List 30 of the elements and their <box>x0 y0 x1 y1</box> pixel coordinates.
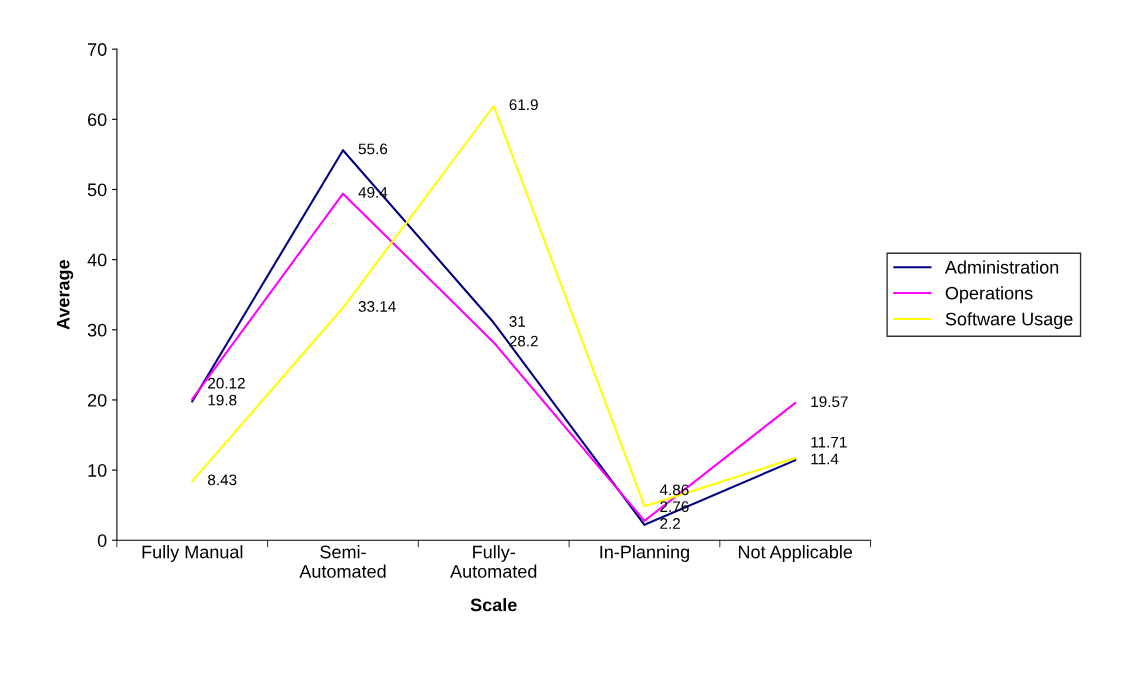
y-tick-label: 60 <box>88 113 107 127</box>
x-tick-label: In-Planning <box>600 545 689 562</box>
y-tick-label: 10 <box>88 464 107 477</box>
y-tick-label: 20 <box>88 393 107 407</box>
data-label: 11.4 <box>811 453 839 465</box>
data-label: 55.6 <box>358 143 388 155</box>
x-tick-label: Semi- Automated <box>299 545 386 578</box>
legend-label: Software Usage <box>945 312 1073 329</box>
data-label: 8.43 <box>208 474 237 486</box>
y-tick-label: 0 <box>97 534 107 547</box>
y-tick-label: 30 <box>87 323 107 337</box>
legend-label: Operations <box>945 286 1033 304</box>
data-label: 19.8 <box>208 394 237 406</box>
x-tick-label: Fully- Automated <box>450 545 537 578</box>
y-axis-title: Average <box>56 260 74 330</box>
data-label: 28.2 <box>509 335 538 347</box>
data-label: 2.2 <box>660 518 680 529</box>
x-tick-label: Not Applicable <box>738 545 853 562</box>
legend-label: Administration <box>944 260 1059 274</box>
x-axis-title: Scale <box>470 598 517 612</box>
y-tick-label: 40 <box>87 253 107 267</box>
data-label: 61.9 <box>509 99 538 111</box>
data-label: 20.12 <box>208 377 245 389</box>
data-label: 19.57 <box>811 396 848 408</box>
data-label: 11.71 <box>811 436 847 448</box>
data-label: 33.14 <box>358 301 396 312</box>
data-label: 31 <box>509 316 526 327</box>
y-tick-label: 50 <box>87 183 107 197</box>
y-tick-label: 70 <box>88 43 107 56</box>
x-tick-label: Fully Manual <box>142 545 243 562</box>
